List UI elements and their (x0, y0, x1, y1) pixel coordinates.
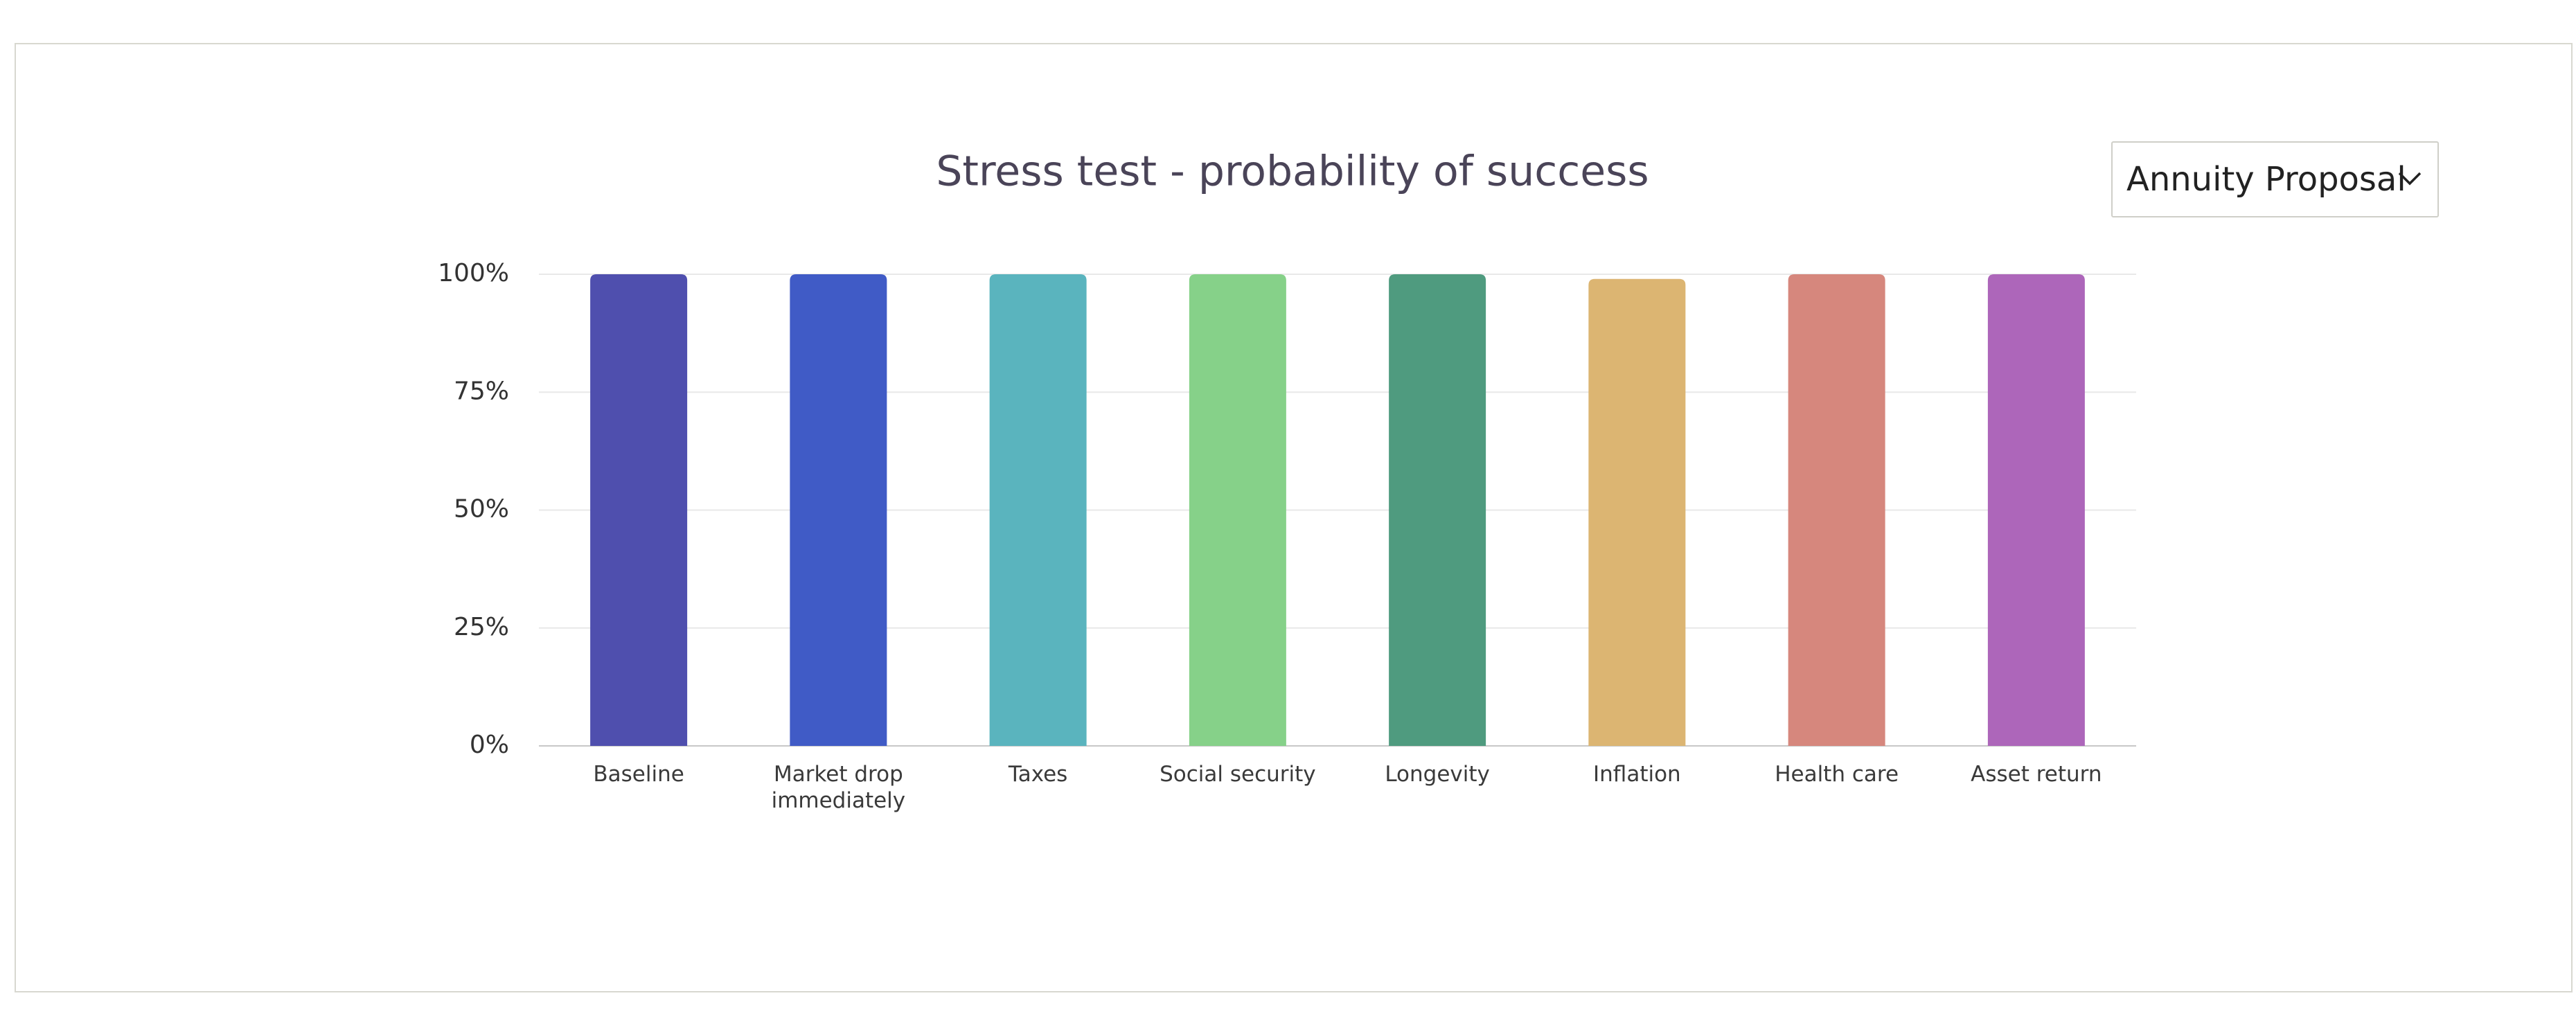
y-tick-label: 0% (470, 731, 509, 759)
bar (1189, 274, 1286, 746)
x-tick-label: Longevity (1385, 762, 1490, 787)
x-tick-label: Inflation (1593, 762, 1681, 787)
bar (590, 274, 688, 746)
x-tick-label: Health care (1775, 762, 1899, 787)
bar (790, 274, 887, 746)
x-tick-label: Taxes (1008, 762, 1068, 787)
panel (15, 43, 2573, 992)
bar (1987, 274, 2085, 746)
proposal-dropdown[interactable]: Annuity Proposal (2111, 141, 2439, 217)
x-tick-label: Market drop immediately (771, 762, 906, 813)
x-tick-label: Asset return (1971, 762, 2102, 787)
x-tick-label: Baseline (593, 762, 684, 787)
chevron-icon (2398, 172, 2422, 186)
x-tick-label: Social security (1160, 762, 1316, 787)
y-tick-label: 25% (454, 613, 509, 641)
y-tick-label: 50% (454, 495, 509, 524)
bar (1788, 274, 1885, 746)
y-tick-label: 100% (438, 259, 509, 287)
dropdown-label: Annuity Proposal (2126, 160, 2406, 199)
bar (1588, 278, 1686, 746)
bar (1389, 274, 1486, 746)
y-tick-label: 75% (454, 377, 509, 405)
chart-title: Stress test - probability of success (936, 148, 1649, 196)
bar (989, 274, 1087, 746)
